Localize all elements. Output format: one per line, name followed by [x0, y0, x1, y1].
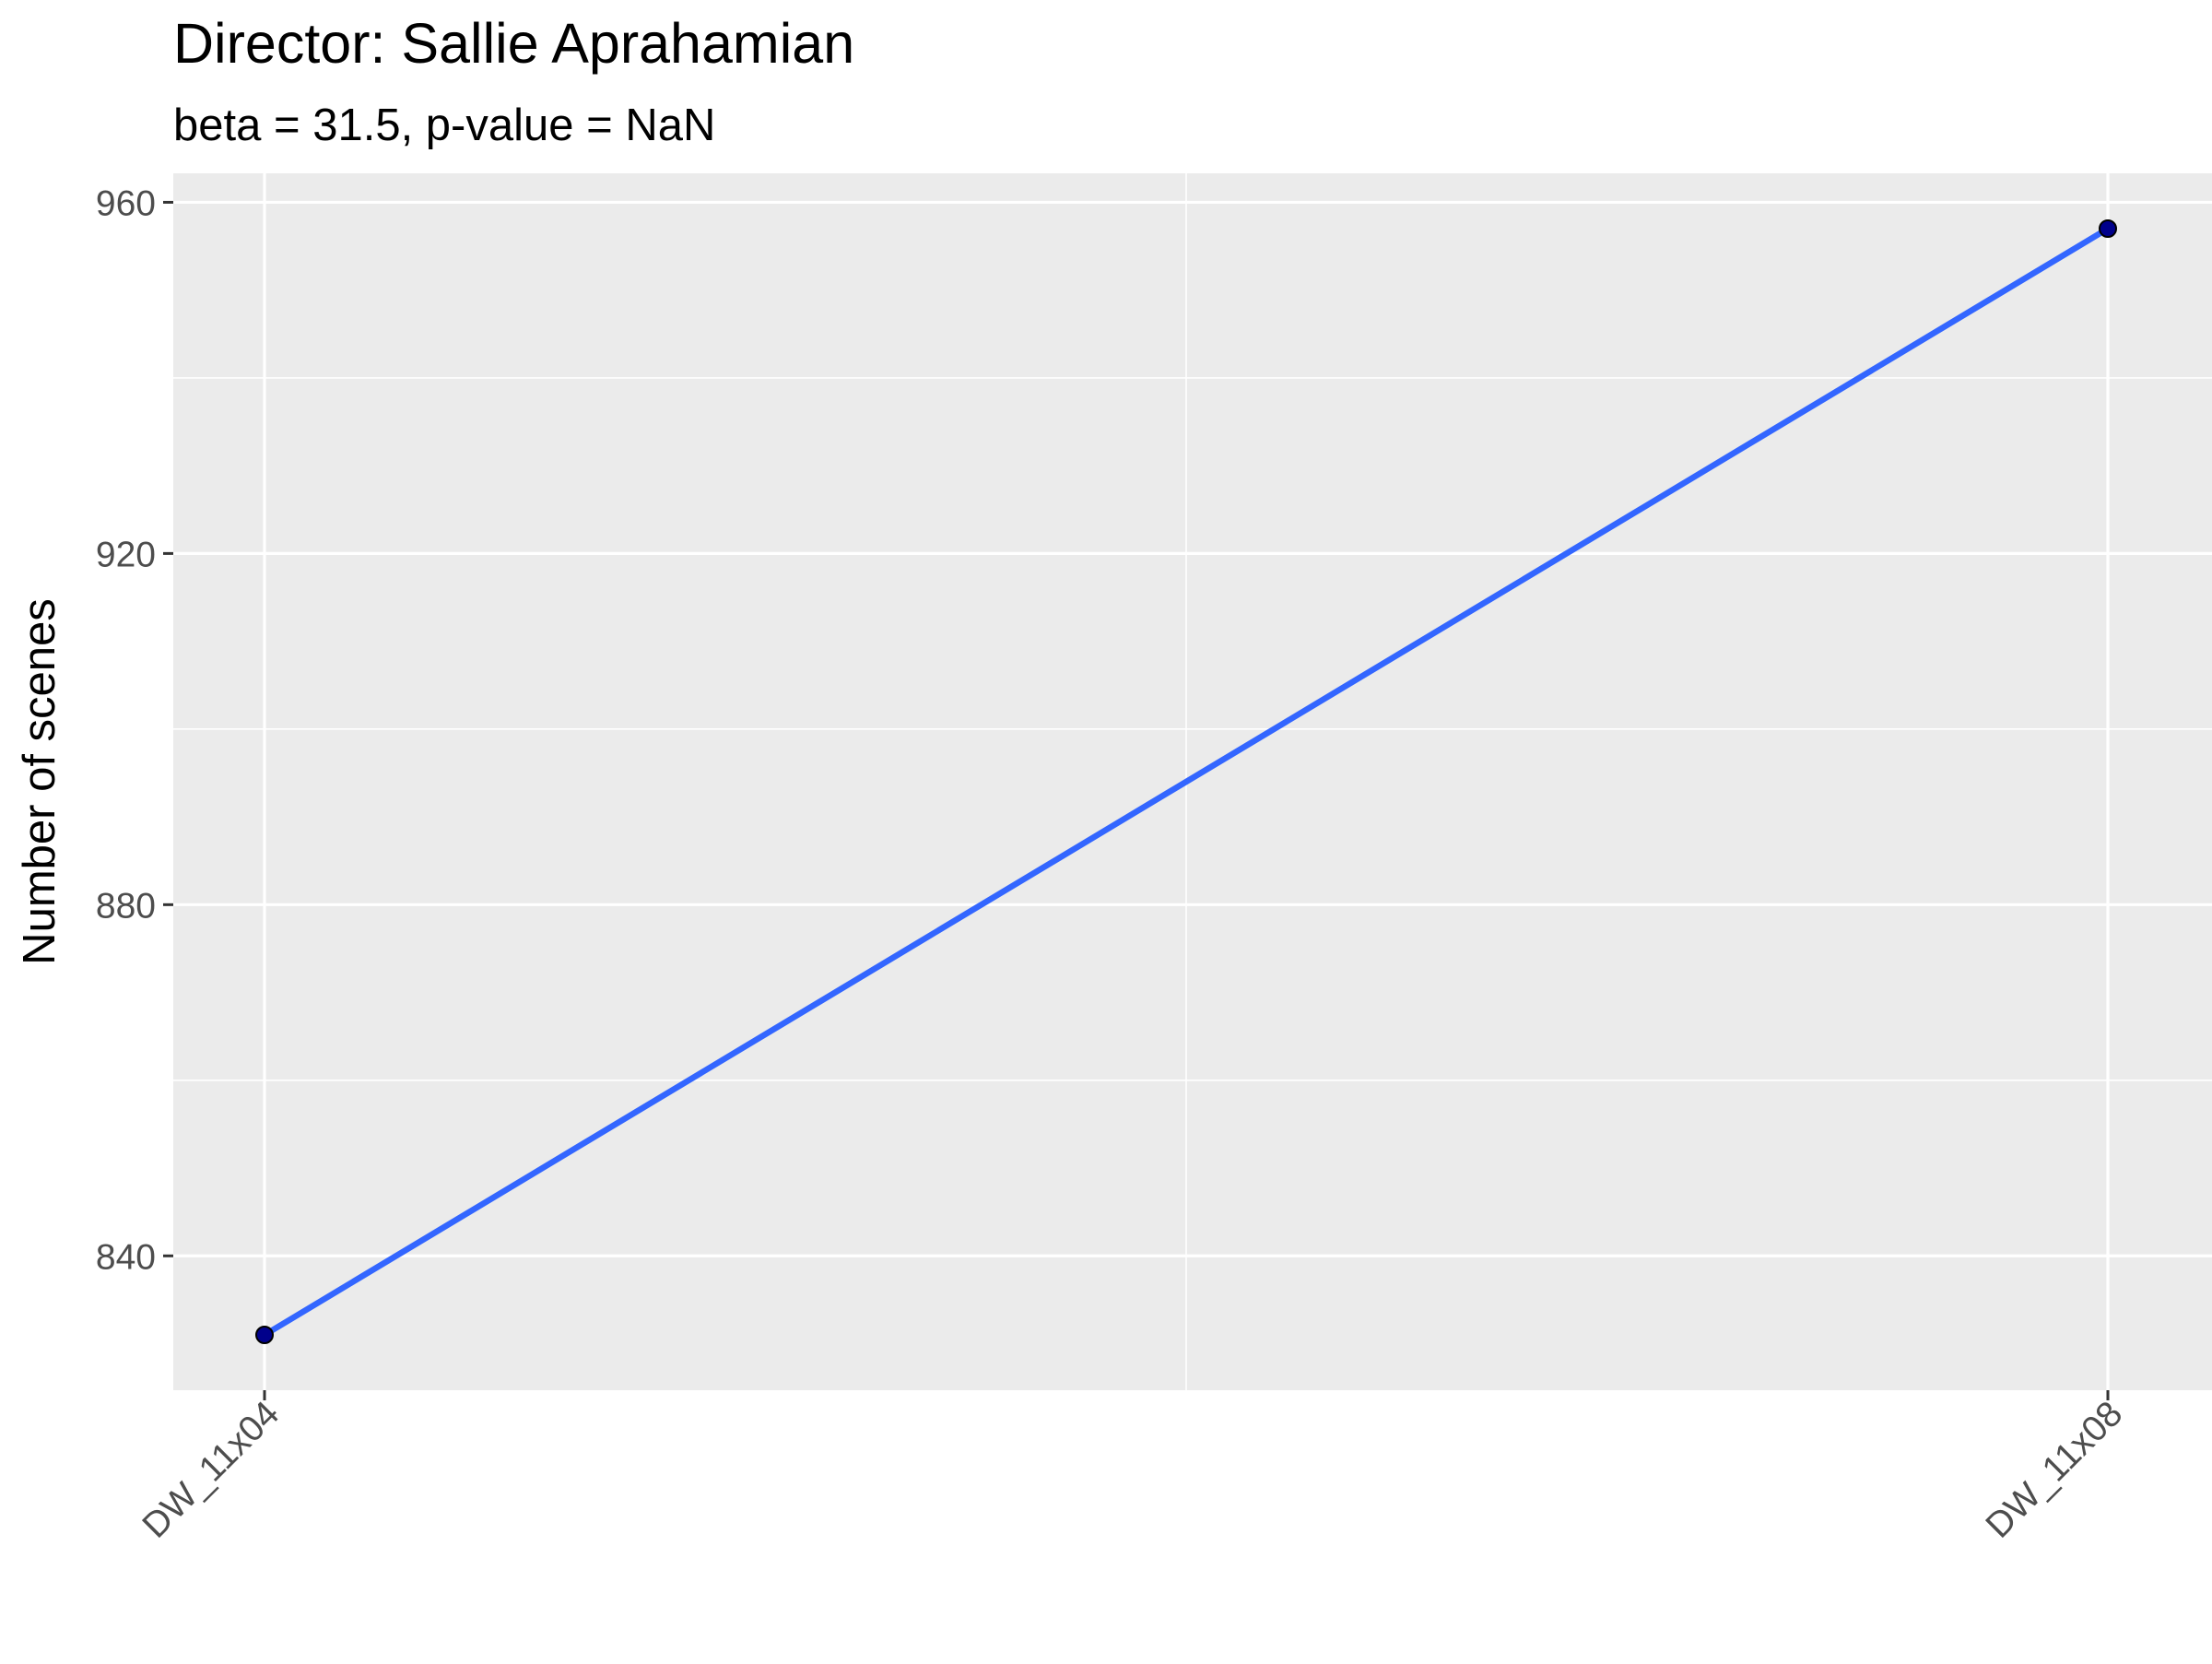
gridlines [173, 173, 2212, 1390]
y-axis-label: Number of scenes [15, 598, 65, 965]
x-tick-label: DW_11x08 [1979, 1394, 2131, 1546]
data-point [255, 1326, 274, 1344]
y-tick-label: 840 [96, 1237, 156, 1277]
series-line [263, 226, 2110, 1338]
y-tick-label: 920 [96, 535, 156, 574]
y-tick-label: 880 [96, 886, 156, 926]
chart-subtitle: beta = 31.5, p-value = NaN [173, 100, 715, 150]
data-point [2099, 219, 2117, 238]
chart-title: Director: Sallie Aprahamian [173, 12, 854, 75]
x-tick-label: DW_11x04 [135, 1394, 288, 1546]
y-tick-label: 960 [96, 183, 156, 223]
series-layer [255, 219, 2117, 1344]
